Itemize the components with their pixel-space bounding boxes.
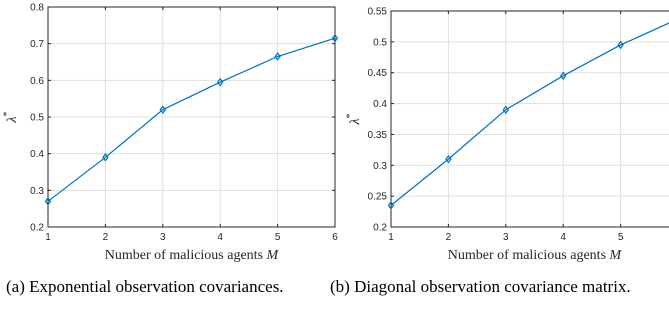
data-point [445, 154, 452, 164]
y-tick-label: 0.5 [30, 113, 44, 124]
data-point [387, 201, 395, 210]
x-tick-label: 3 [503, 232, 509, 243]
chart-a: 1 2 3 4 5 6 0.2 0.3 0.4 0.5 0.6 0.7 0.8 Number of mal… [2, 3, 339, 263]
x-tick-label: 5 [618, 232, 624, 243]
chart-b: 1234560.20.250.30.350.40.450.50.55Number… [345, 7, 669, 263]
y-axis-label: λ* [345, 113, 363, 125]
x-tick-label: 2 [103, 232, 109, 243]
y-tick-label: 0.5 [373, 37, 387, 48]
series-line [47, 37, 336, 202]
data-point [274, 52, 281, 61]
y-tick-label: 0.55 [368, 7, 388, 18]
y-tick-label: 0.3 [30, 186, 44, 197]
x-tick-label: 1 [388, 232, 394, 243]
data-point [159, 105, 167, 114]
x-tick-label: 1 [45, 232, 51, 243]
data-point [559, 71, 567, 81]
caption-a: (a) Exponential observation covariances. [6, 277, 284, 296]
y-tick-label: 0.45 [368, 68, 388, 79]
data-point [502, 105, 510, 115]
caption-b: (b) Diagonal observation covariance matr… [330, 277, 631, 296]
axes-frame [390, 10, 669, 228]
data-point [102, 153, 109, 162]
x-tick-label: 6 [332, 232, 338, 243]
y-axis-label: λ* [2, 111, 20, 123]
y-tick-label: 0.4 [30, 149, 44, 160]
y-tick-label: 0.2 [30, 223, 44, 234]
y-tick-label: 0.4 [373, 99, 387, 110]
y-tick-label: 0.35 [368, 130, 388, 141]
data-point [44, 197, 52, 206]
data-point [331, 33, 339, 43]
data-point [216, 77, 224, 87]
x-tick-label: 4 [217, 232, 223, 243]
data-point [617, 40, 624, 50]
y-tick-label: 0.2 [373, 223, 387, 234]
x-tick-label: 5 [275, 232, 281, 243]
x-tick-label: 2 [446, 232, 452, 243]
y-tick-label: 0.25 [368, 192, 388, 203]
series-line [390, 22, 669, 206]
plot-area [391, 11, 669, 227]
y-tick-label: 0.8 [30, 3, 44, 14]
x-axis-label: Number of malicious agents M [105, 248, 280, 263]
x-tick-label: 3 [160, 232, 166, 243]
x-axis-label: Number of malicious agents M [448, 248, 623, 263]
y-tick-label: 0.6 [30, 76, 44, 87]
x-tick-label: 4 [560, 232, 566, 243]
y-tick-label: 0.7 [30, 39, 44, 50]
y-tick-label: 0.3 [373, 161, 387, 172]
